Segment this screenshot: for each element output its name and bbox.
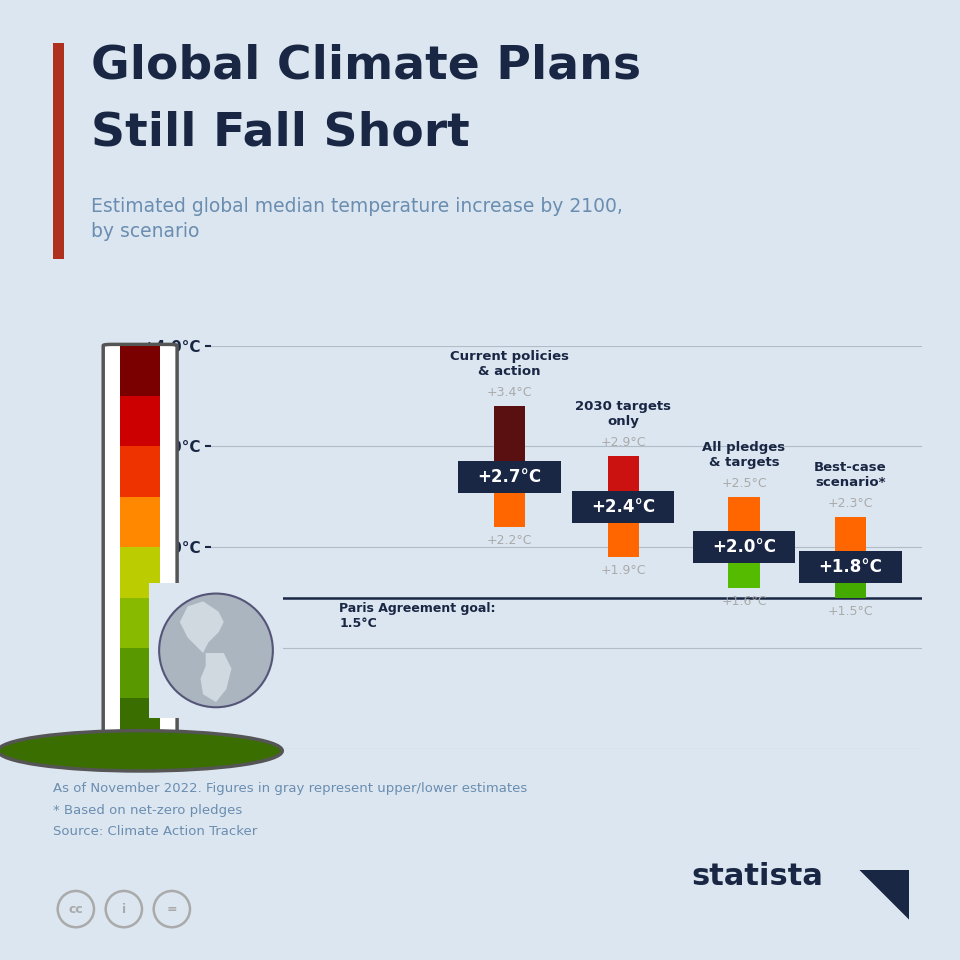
Bar [120,648,160,699]
Text: Estimated global median temperature increase by 2100,
by scenario: Estimated global median temperature incr… [91,197,623,241]
Polygon shape [201,653,231,702]
Text: +1.8°C: +1.8°C [819,559,882,576]
Text: +3.4°C: +3.4°C [487,386,532,399]
Text: +2.7°C: +2.7°C [477,468,541,486]
Text: +1.9°C: +1.9°C [601,564,646,577]
Bar [608,457,638,507]
Text: +2.5°C: +2.5°C [721,477,767,490]
FancyBboxPatch shape [572,491,674,523]
Text: +2.2°C: +2.2°C [487,534,532,547]
FancyBboxPatch shape [800,551,901,584]
Text: i: i [122,902,126,916]
Text: * Based on net-zero pledges: * Based on net-zero pledges [53,804,242,817]
Text: +2.9°C: +2.9°C [601,437,646,449]
Text: Still Fall Short: Still Fall Short [91,110,470,156]
Text: +1.5°C: +1.5°C [828,605,874,617]
Text: Source: Climate Action Tracker: Source: Climate Action Tracker [53,825,257,838]
FancyBboxPatch shape [104,345,177,738]
Text: cc: cc [68,902,84,916]
Polygon shape [859,870,909,920]
Bar [494,406,525,476]
Bar [120,597,160,648]
FancyBboxPatch shape [459,461,561,492]
Circle shape [0,731,282,771]
Text: Current policies
& action: Current policies & action [450,349,569,378]
Bar [119,736,161,742]
Text: As of November 2022. Figures in gray represent upper/lower estimates: As of November 2022. Figures in gray rep… [53,782,527,796]
Text: +2.3°C: +2.3°C [828,497,874,510]
Text: +2.0°C: +2.0°C [712,539,776,556]
Text: =: = [166,902,178,916]
Bar [729,547,759,588]
Bar [608,507,638,557]
Bar [120,446,160,497]
Bar [835,516,866,567]
Text: statista: statista [691,862,823,891]
Text: +2.4°C: +2.4°C [591,498,656,516]
Bar [120,396,160,446]
Bar [120,497,160,547]
FancyBboxPatch shape [693,531,795,564]
Text: 2030 targets
only: 2030 targets only [575,400,671,428]
Text: All pledges
& targets: All pledges & targets [703,441,785,468]
Bar [835,567,866,597]
Text: +1.6°C: +1.6°C [721,594,767,608]
Bar [120,699,160,749]
Bar [494,476,525,527]
Text: Global Climate Plans: Global Climate Plans [91,43,641,88]
Text: Best-case
scenario*: Best-case scenario* [814,461,887,489]
Bar [120,547,160,597]
Circle shape [159,593,273,708]
Bar [120,346,160,396]
Polygon shape [180,601,224,653]
Bar [729,497,759,547]
Text: Paris Agreement goal:
1.5°C: Paris Agreement goal: 1.5°C [339,602,495,630]
